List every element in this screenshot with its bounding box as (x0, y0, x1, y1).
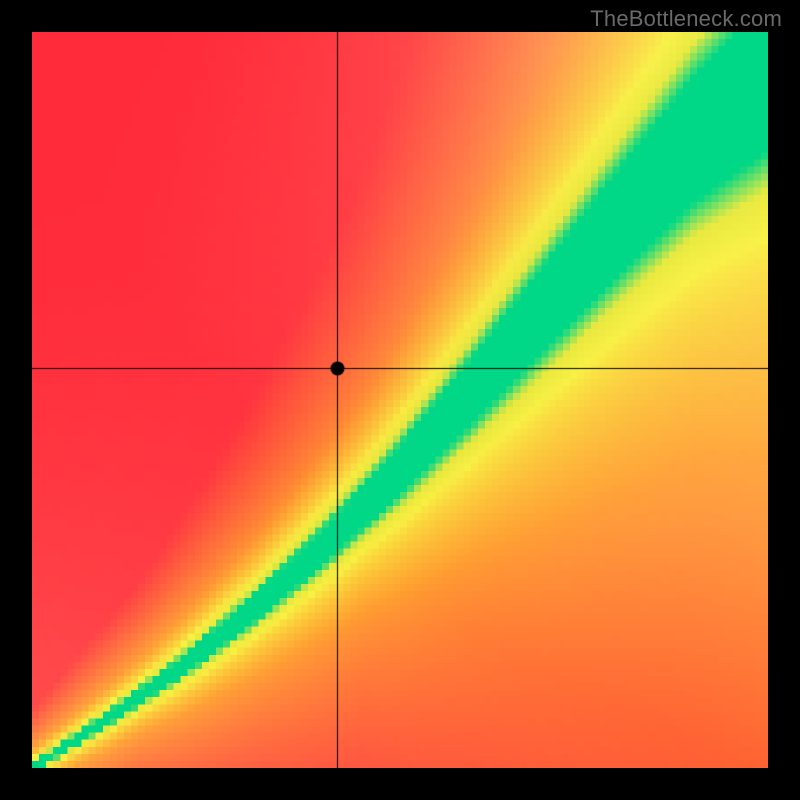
watermark-text: TheBottleneck.com (590, 6, 782, 32)
crosshair-overlay (32, 32, 768, 768)
chart-container: TheBottleneck.com (0, 0, 800, 800)
